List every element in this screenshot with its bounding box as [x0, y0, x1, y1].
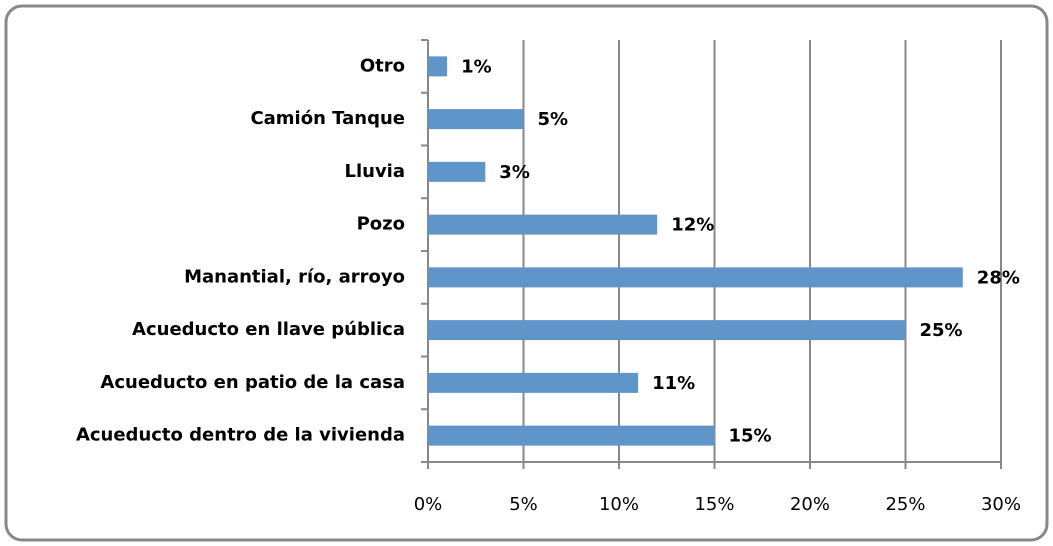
x-tick-label: 10%: [599, 494, 639, 515]
category-label: Acueducto en llave pública: [132, 319, 405, 340]
bar: [428, 320, 906, 341]
x-tick-label: 0%: [414, 494, 443, 515]
data-label: 11%: [652, 373, 695, 394]
data-label: 15%: [729, 426, 772, 447]
data-label: 1%: [461, 56, 492, 77]
data-label: 5%: [538, 109, 569, 130]
category-label: Manantial, río, arroyo: [184, 266, 405, 287]
category-label: Acueducto en patio de la casa: [100, 372, 405, 393]
bar: [428, 214, 658, 235]
x-tick-label: 5%: [509, 494, 538, 515]
x-tick-label: 15%: [694, 494, 734, 515]
category-label: Camión Tanque: [250, 108, 405, 129]
data-label: 12%: [671, 215, 714, 236]
x-tick-label: 20%: [790, 494, 830, 515]
x-tick-label: 25%: [885, 494, 925, 515]
category-label: Otro: [360, 55, 405, 76]
category-label: Pozo: [357, 214, 405, 235]
bar: [428, 56, 448, 77]
data-label: 25%: [920, 320, 963, 341]
data-label: 28%: [977, 267, 1020, 288]
bar: [428, 161, 486, 182]
category-label: Acueducto dentro de la vivienda: [76, 425, 405, 446]
category-label: Lluvia: [344, 161, 405, 182]
bar: [428, 425, 715, 446]
bar: [428, 372, 639, 393]
bar: [428, 109, 524, 130]
data-label: 3%: [499, 162, 530, 183]
x-tick-label: 30%: [981, 494, 1021, 515]
bar: [428, 267, 963, 288]
